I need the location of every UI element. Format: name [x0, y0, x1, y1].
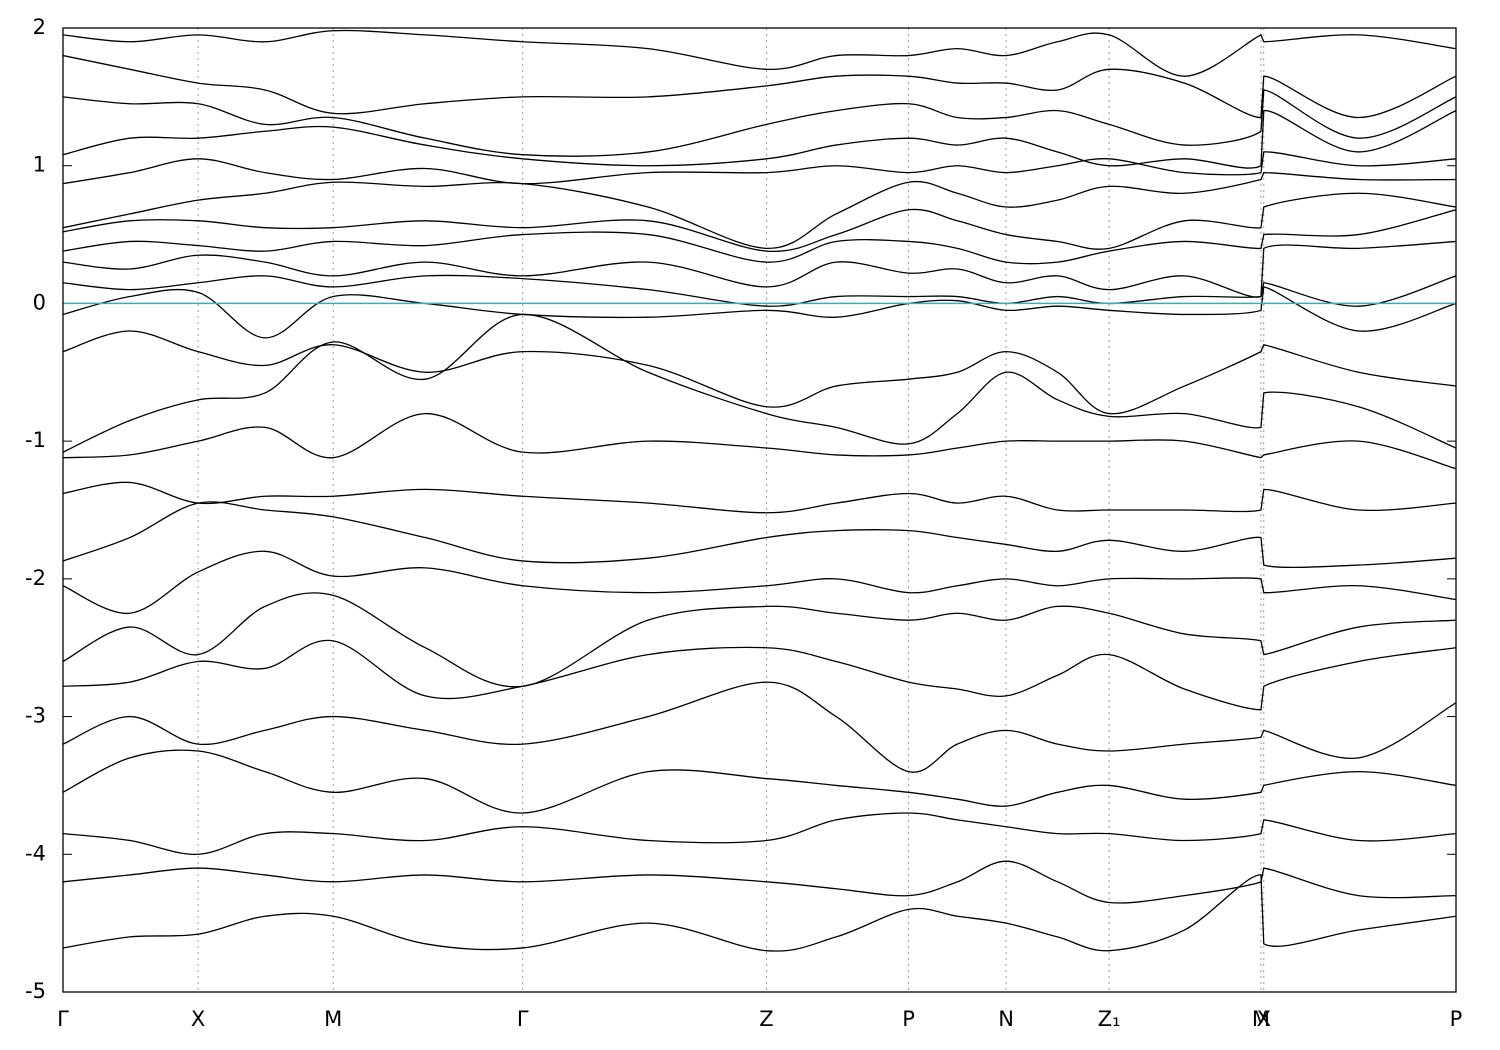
- band-line: [63, 286, 1456, 339]
- band-line: [63, 412, 1456, 470]
- y-tick-label: -3: [25, 704, 46, 728]
- y-tick-label: -1: [25, 428, 46, 452]
- x-tick-label: P: [902, 1007, 915, 1031]
- band-line: [63, 550, 1456, 614]
- band-line: [63, 681, 1456, 773]
- band-line: [63, 151, 1456, 185]
- x-tick-label: Γ: [57, 1007, 69, 1031]
- y-tick-label: -2: [25, 566, 46, 590]
- x-tick-label: Γ: [517, 1007, 529, 1031]
- y-tick-label: 0: [33, 290, 46, 314]
- x-tick-label: N: [998, 1007, 1014, 1031]
- band-line: [63, 812, 1456, 855]
- band-line: [63, 109, 1456, 169]
- plot-frame: [62, 27, 1457, 993]
- band-line: [63, 481, 1456, 514]
- band-line: [63, 330, 1456, 415]
- x-tick-label: X: [1257, 1007, 1271, 1031]
- y-tick-label: -5: [25, 979, 46, 1003]
- y-tick-label: 1: [33, 153, 46, 177]
- band-line: [63, 639, 1456, 711]
- band-line: [63, 874, 1456, 952]
- band-line: [63, 313, 1456, 453]
- band-line: [63, 860, 1456, 904]
- band-line: [63, 274, 1456, 307]
- x-tick-label: P: [1450, 1007, 1463, 1031]
- x-tick-label: M: [1252, 1007, 1270, 1031]
- y-tick-label: -4: [25, 841, 46, 865]
- x-tick-label: X: [191, 1007, 205, 1031]
- x-tick-label: M: [324, 1007, 342, 1031]
- band-line: [63, 592, 1456, 688]
- band-line: [63, 54, 1456, 119]
- y-tick-label: 2: [33, 15, 46, 39]
- band-line: [63, 749, 1456, 814]
- band-line: [63, 209, 1456, 265]
- band-line: [63, 171, 1456, 249]
- band-line: [63, 29, 1456, 77]
- band-line: [63, 89, 1456, 157]
- band-line: [63, 192, 1456, 253]
- x-tick-label: Z₁: [1098, 1007, 1121, 1031]
- x-tick-label: Z: [759, 1007, 773, 1031]
- band-line: [63, 501, 1456, 569]
